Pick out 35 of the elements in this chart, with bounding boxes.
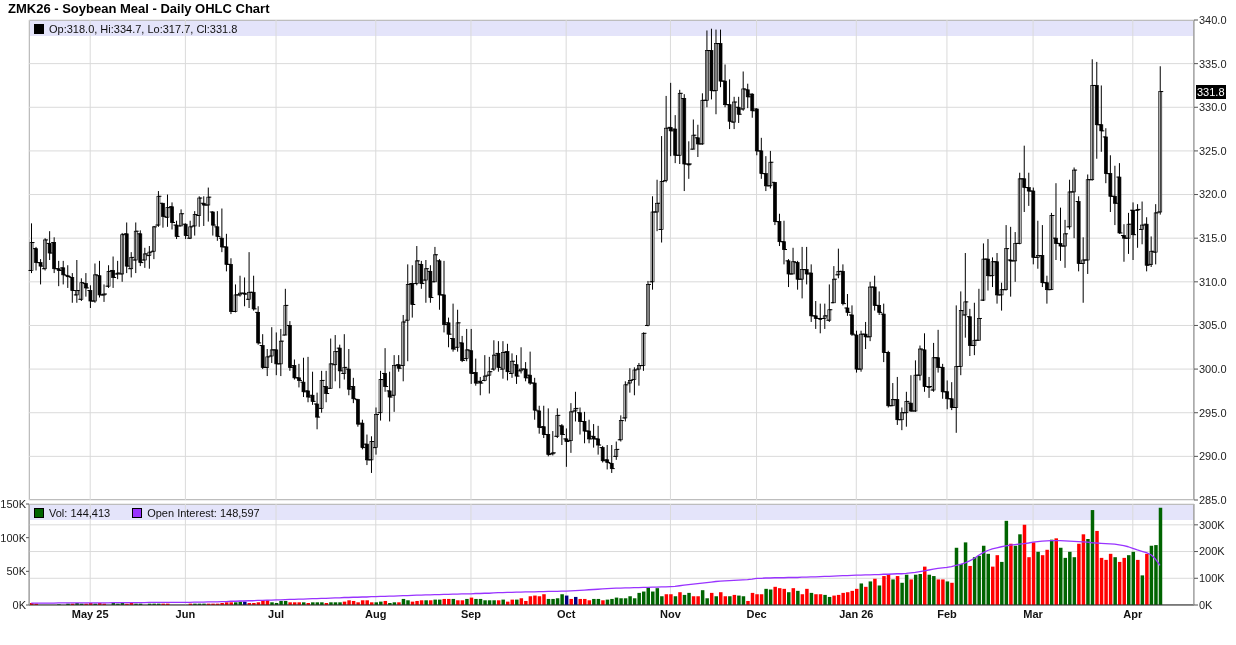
x-tick-label: Nov <box>660 607 682 620</box>
x-tick-label: Jan 26 <box>839 607 874 620</box>
x-tick-label: Jun <box>175 607 196 620</box>
text: 331.8 <box>1197 85 1225 98</box>
x-tick-label: Apr <box>1123 607 1143 620</box>
chart-title: ZMK26 - Soybean Meal - Daily OHLC Chart <box>8 1 270 16</box>
y-tick-label: 150K <box>0 497 27 510</box>
x-tick-label: Dec <box>746 607 767 620</box>
y-tick-label: 310.0 <box>1199 275 1227 288</box>
y-tick-label: 295.0 <box>1199 406 1227 419</box>
y-tick-label: 335.0 <box>1199 57 1227 70</box>
y-tick-label: 305.0 <box>1199 319 1227 332</box>
x-tick-label: Oct <box>557 607 576 620</box>
y-tick-label: 285.0 <box>1199 493 1227 506</box>
legend-label: Vol: 144,413 <box>49 506 111 519</box>
y-tick-label: 50K <box>6 565 27 578</box>
x-tick-label: May 25 <box>71 607 109 620</box>
x-tick-label: Aug <box>365 607 387 620</box>
x-tick-label: Sep <box>460 607 482 620</box>
x-tick-label: Feb <box>937 607 957 620</box>
y-tick-label: 320.0 <box>1199 188 1227 201</box>
y-tick-label: 315.0 <box>1199 232 1227 245</box>
y2-tick-label: 300K <box>1199 518 1226 531</box>
y-tick-label: 100K <box>0 531 27 544</box>
y2-tick-label: 200K <box>1199 545 1226 558</box>
legend-label: Op:318.0, Hi:334.7, Lo:317.7, Cl:331.8 <box>49 22 238 35</box>
y-tick-label: 325.0 <box>1199 144 1227 157</box>
x-tick-label: Mar <box>1023 607 1044 620</box>
legend-label: Open Interest: 148,597 <box>147 506 260 519</box>
x-tick-label: Jul <box>268 607 285 620</box>
y-tick-label: 0K <box>12 598 27 611</box>
y-tick-label: 300.0 <box>1199 363 1227 375</box>
y-tick-label: 290.0 <box>1199 450 1227 463</box>
y-tick-label: 330.0 <box>1199 101 1227 114</box>
y-tick-label: 340.0 <box>1199 13 1227 26</box>
